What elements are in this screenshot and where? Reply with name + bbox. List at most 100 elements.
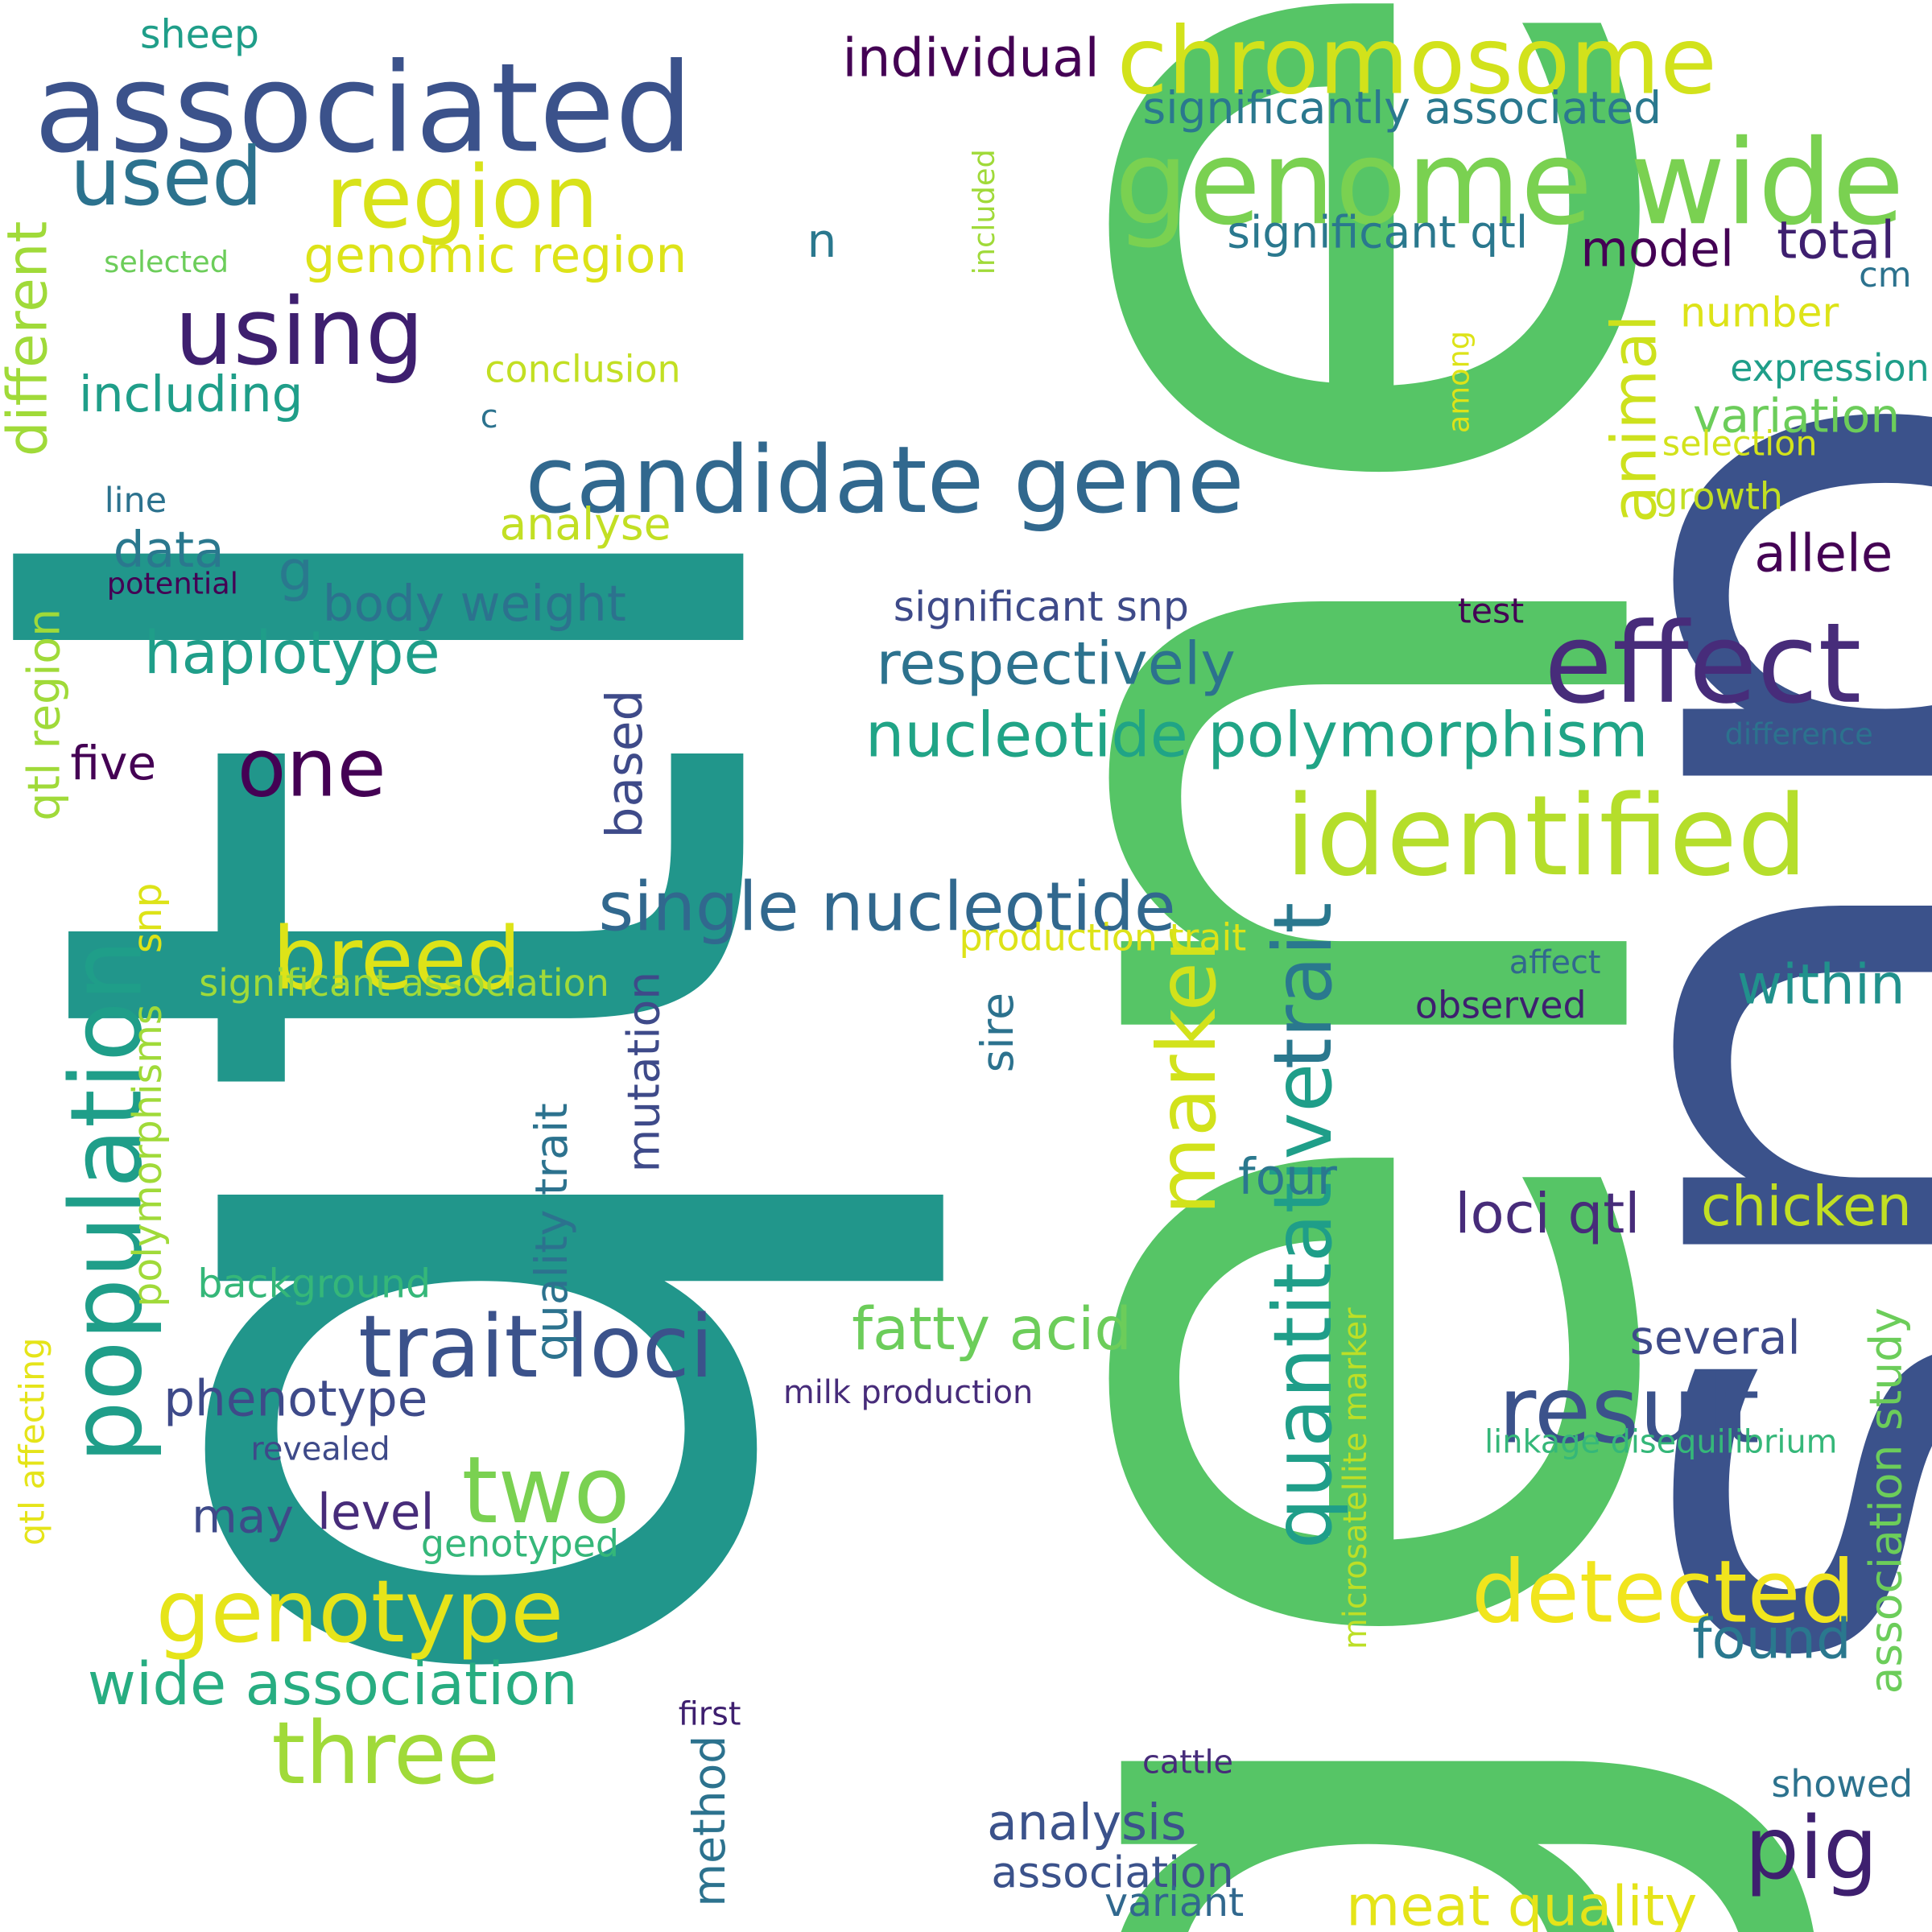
- word-significantly-associated: significantly associated: [1142, 82, 1662, 134]
- word-breed: breed: [272, 910, 521, 1009]
- word-meat-quality: meat quality: [1346, 1874, 1697, 1932]
- word-qtl-affecting: qtl affecting: [12, 1338, 52, 1546]
- word-polymorphisms: polymorphisms: [125, 1005, 171, 1307]
- word-growth: growth: [1654, 474, 1783, 518]
- word-first: first: [679, 1696, 741, 1733]
- word-association: association: [991, 1847, 1233, 1897]
- word-genome-wide: genome wide: [1114, 115, 1904, 251]
- word-individual: individual: [842, 27, 1099, 89]
- word-association-study: association study: [1860, 1307, 1912, 1694]
- word-fatty-acid: fatty acid: [852, 1295, 1132, 1364]
- word-single-nucleotide: single nucleotide: [598, 868, 1175, 947]
- word-used: used: [70, 131, 262, 224]
- word-two: two: [462, 1437, 630, 1545]
- word-showed: showed: [1771, 1762, 1913, 1806]
- word-analysis: analysis: [987, 1794, 1187, 1852]
- word-body-weight: body weight: [323, 576, 626, 633]
- word-number: number: [1680, 288, 1839, 336]
- word-sire: sire: [972, 993, 1023, 1072]
- word-total: total: [1777, 211, 1895, 271]
- word-line: line: [105, 481, 167, 521]
- word-within: within: [1737, 953, 1905, 1018]
- word-milk-production: milk production: [783, 1374, 1033, 1411]
- word-associated: associated: [34, 37, 693, 180]
- word-method: method: [683, 1736, 735, 1907]
- word-quality-trait: quality trait: [526, 1103, 577, 1361]
- word-phenotype: phenotype: [163, 1370, 427, 1427]
- word-allele: allele: [1754, 523, 1893, 584]
- word-respectively: respectively: [877, 630, 1236, 699]
- word-trait-loci: trait loci: [358, 1298, 713, 1397]
- word-including: including: [79, 366, 303, 423]
- word-loci-qtl: loci qtl: [1455, 1182, 1640, 1246]
- word-quantitative: quantitative: [1257, 1063, 1350, 1550]
- word-based: based: [597, 690, 654, 839]
- word-among: among: [1441, 331, 1476, 433]
- word-sheep: sheep: [140, 11, 259, 57]
- word-four: four: [1238, 1149, 1338, 1206]
- word-level: level: [317, 1484, 435, 1541]
- word-potential: potential: [107, 567, 238, 601]
- word-chicken: chicken: [1701, 1174, 1912, 1239]
- word-difference: difference: [1725, 716, 1873, 751]
- word-genomic-region: genomic region: [303, 227, 687, 284]
- word-variant: variant: [1104, 1880, 1244, 1926]
- word-several: several: [1630, 1310, 1801, 1364]
- word-using: using: [175, 279, 424, 386]
- word-conclusion: conclusion: [485, 348, 680, 391]
- word-significant-qtl: significant qtl: [1227, 206, 1528, 258]
- word-affect: affect: [1509, 944, 1601, 981]
- word-variation: variation: [1693, 389, 1900, 444]
- word-mutation: mutation: [618, 972, 670, 1172]
- word-genotype: genotype: [156, 1563, 564, 1662]
- word-included: included: [967, 149, 1001, 275]
- word-test: test: [1458, 592, 1524, 632]
- word-haplotype: haplotype: [144, 619, 440, 687]
- word-selection: selection: [1662, 424, 1818, 464]
- word-nucleotide-polymorphism: nucleotide polymorphism: [865, 700, 1649, 771]
- word-selected: selected: [104, 245, 229, 279]
- word-g: g: [278, 539, 313, 603]
- word-production-trait: production trait: [960, 915, 1247, 959]
- word-may: may: [192, 1488, 294, 1543]
- word-snp: snp: [125, 882, 171, 953]
- word-background: background: [197, 1261, 431, 1307]
- word-chromosome: chromosome: [1117, 7, 1717, 115]
- word-found: found: [1692, 1607, 1851, 1671]
- word-cattle: cattle: [1142, 1744, 1233, 1781]
- word-effect: effect: [1544, 600, 1861, 729]
- word-observed: observed: [1415, 984, 1587, 1027]
- word-expression: expression: [1730, 346, 1930, 390]
- word-cm: cm: [1859, 255, 1911, 295]
- word-significant-snp: significant snp: [894, 583, 1189, 630]
- word-gene: gene: [769, 0, 1845, 1932]
- word-model: model: [1580, 221, 1734, 278]
- word-n: n: [807, 213, 836, 268]
- word-qtl: qtl: [0, 464, 970, 1718]
- word-result: result: [1498, 1356, 1760, 1464]
- word-different: different: [0, 221, 60, 457]
- word-c: c: [481, 398, 498, 436]
- word-significant-association: significant association: [199, 961, 609, 1005]
- word-revealed: revealed: [250, 1431, 390, 1468]
- word-five: five: [70, 736, 156, 791]
- word-pig: pig: [1744, 1799, 1878, 1899]
- word-animal: animal: [1600, 315, 1671, 523]
- word-identified: identified: [1285, 772, 1807, 901]
- word-one: one: [237, 723, 386, 815]
- word-detected: detected: [1472, 1542, 1855, 1642]
- word-data: data: [114, 522, 225, 579]
- word-microsatellite-marker: microsatellite marker: [1337, 1307, 1374, 1649]
- word-snp: snp: [1402, 374, 1932, 1697]
- word-trait: trait: [1257, 902, 1350, 1070]
- word-population: population: [48, 939, 163, 1463]
- word-candidate-gene: candidate gene: [525, 427, 1244, 535]
- word-wide-association: wide association: [88, 1650, 578, 1719]
- word-qtl-region: qtl region: [18, 609, 69, 821]
- word-three: three: [271, 1704, 499, 1804]
- word-marker: marker: [1141, 929, 1234, 1215]
- word-analyse: analyse: [500, 498, 671, 550]
